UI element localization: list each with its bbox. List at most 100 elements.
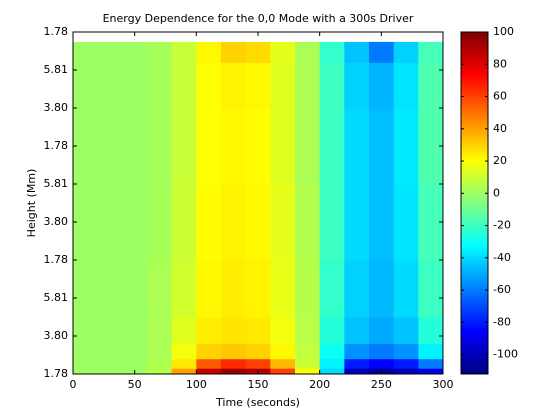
heat-cell <box>147 260 173 318</box>
heat-cell <box>369 184 395 261</box>
colorbar-tick-label: 60 <box>493 90 507 103</box>
heat-cell <box>196 62 222 109</box>
heat-cell <box>393 358 419 369</box>
x-tick-label: 100 <box>186 378 207 391</box>
colorbar-tick-label: 20 <box>493 154 507 167</box>
heat-cell <box>245 41 271 63</box>
heat-cell <box>369 41 395 63</box>
heat-cell <box>418 317 444 344</box>
y-tick-label: 1.78 <box>44 139 69 152</box>
heat-cell <box>418 62 444 109</box>
heat-cell <box>393 184 419 261</box>
colorbar-tick-label: 40 <box>493 122 507 135</box>
heat-cell <box>319 41 345 63</box>
heat-cell <box>344 317 370 344</box>
x-tick-label: 250 <box>371 378 392 391</box>
heat-cell <box>196 184 222 261</box>
heat-cell <box>97 62 123 109</box>
y-tick-label: 1.78 <box>44 253 69 266</box>
heat-cell <box>147 358 173 369</box>
heat-cell <box>171 184 197 261</box>
heat-cell <box>196 317 222 344</box>
heat-cell <box>295 317 321 344</box>
heat-cell <box>147 184 173 261</box>
heat-cell <box>73 343 99 360</box>
heat-cell <box>73 108 99 185</box>
heat-cell <box>245 343 271 360</box>
heat-cell <box>295 368 321 375</box>
heat-cell <box>418 343 444 360</box>
heat-cell <box>245 317 271 344</box>
heat-cell <box>369 343 395 360</box>
y-tick-label: 3.80 <box>44 101 69 114</box>
heat-cell <box>73 317 99 344</box>
heat-cell <box>122 317 148 344</box>
colorbar <box>460 31 489 375</box>
heat-cell <box>221 358 247 369</box>
heat-cell <box>171 368 197 375</box>
heat-cell <box>97 41 123 63</box>
heat-cell <box>221 41 247 63</box>
heat-cell <box>97 368 123 375</box>
heat-cell <box>171 317 197 344</box>
colorbar-tick-label: 100 <box>493 25 514 38</box>
heat-cell <box>196 260 222 318</box>
heat-cell <box>171 260 197 318</box>
heat-cell <box>319 108 345 185</box>
heat-cell <box>147 317 173 344</box>
heat-cell <box>122 358 148 369</box>
colorbar-tick-label: -60 <box>493 283 511 296</box>
heat-cell <box>196 108 222 185</box>
heat-cell <box>73 260 99 318</box>
heat-cell <box>147 41 173 63</box>
heat-cell <box>196 368 222 375</box>
heat-cell <box>97 343 123 360</box>
heat-cell <box>319 368 345 375</box>
heat-cell <box>270 108 296 185</box>
heat-cell <box>196 358 222 369</box>
heat-cell <box>73 184 99 261</box>
heat-cell <box>270 184 296 261</box>
chart-title: Energy Dependence for the 0,0 Mode with … <box>103 12 414 25</box>
x-axis-label: Time (seconds) <box>215 396 300 409</box>
heat-cell <box>393 317 419 344</box>
heat-cell <box>270 317 296 344</box>
heat-cell <box>270 343 296 360</box>
colorbar-tick-label: -40 <box>493 251 511 264</box>
heat-cell <box>319 343 345 360</box>
colorbar-tick-label: 0 <box>493 186 500 199</box>
heat-cell <box>147 343 173 360</box>
heat-cell <box>344 368 370 375</box>
heat-cell <box>369 108 395 185</box>
heat-cell <box>122 260 148 318</box>
heat-cell <box>73 368 99 375</box>
heat-cell <box>122 343 148 360</box>
heat-cell <box>344 260 370 318</box>
heat-cell <box>122 184 148 261</box>
heat-cell <box>418 260 444 318</box>
heat-cell <box>369 358 395 369</box>
heat-cell <box>270 260 296 318</box>
heat-cell <box>270 62 296 109</box>
heat-cell <box>270 368 296 375</box>
x-tick-label: 150 <box>248 378 269 391</box>
heat-cell <box>171 358 197 369</box>
heat-cell <box>369 62 395 109</box>
heat-cell <box>97 317 123 344</box>
heat-cell <box>393 62 419 109</box>
heat-cell <box>147 368 173 375</box>
heat-cell <box>245 184 271 261</box>
heat-cell <box>97 358 123 369</box>
heat-cell <box>97 108 123 185</box>
heat-cell <box>122 62 148 109</box>
heat-cell <box>97 260 123 318</box>
heat-cell <box>295 62 321 109</box>
heat-cell <box>393 368 419 375</box>
heat-cell <box>369 317 395 344</box>
heat-cell <box>171 343 197 360</box>
heat-cell <box>196 343 222 360</box>
heat-cell <box>221 62 247 109</box>
heat-cell <box>344 62 370 109</box>
heat-cell <box>319 62 345 109</box>
heat-cell <box>344 343 370 360</box>
